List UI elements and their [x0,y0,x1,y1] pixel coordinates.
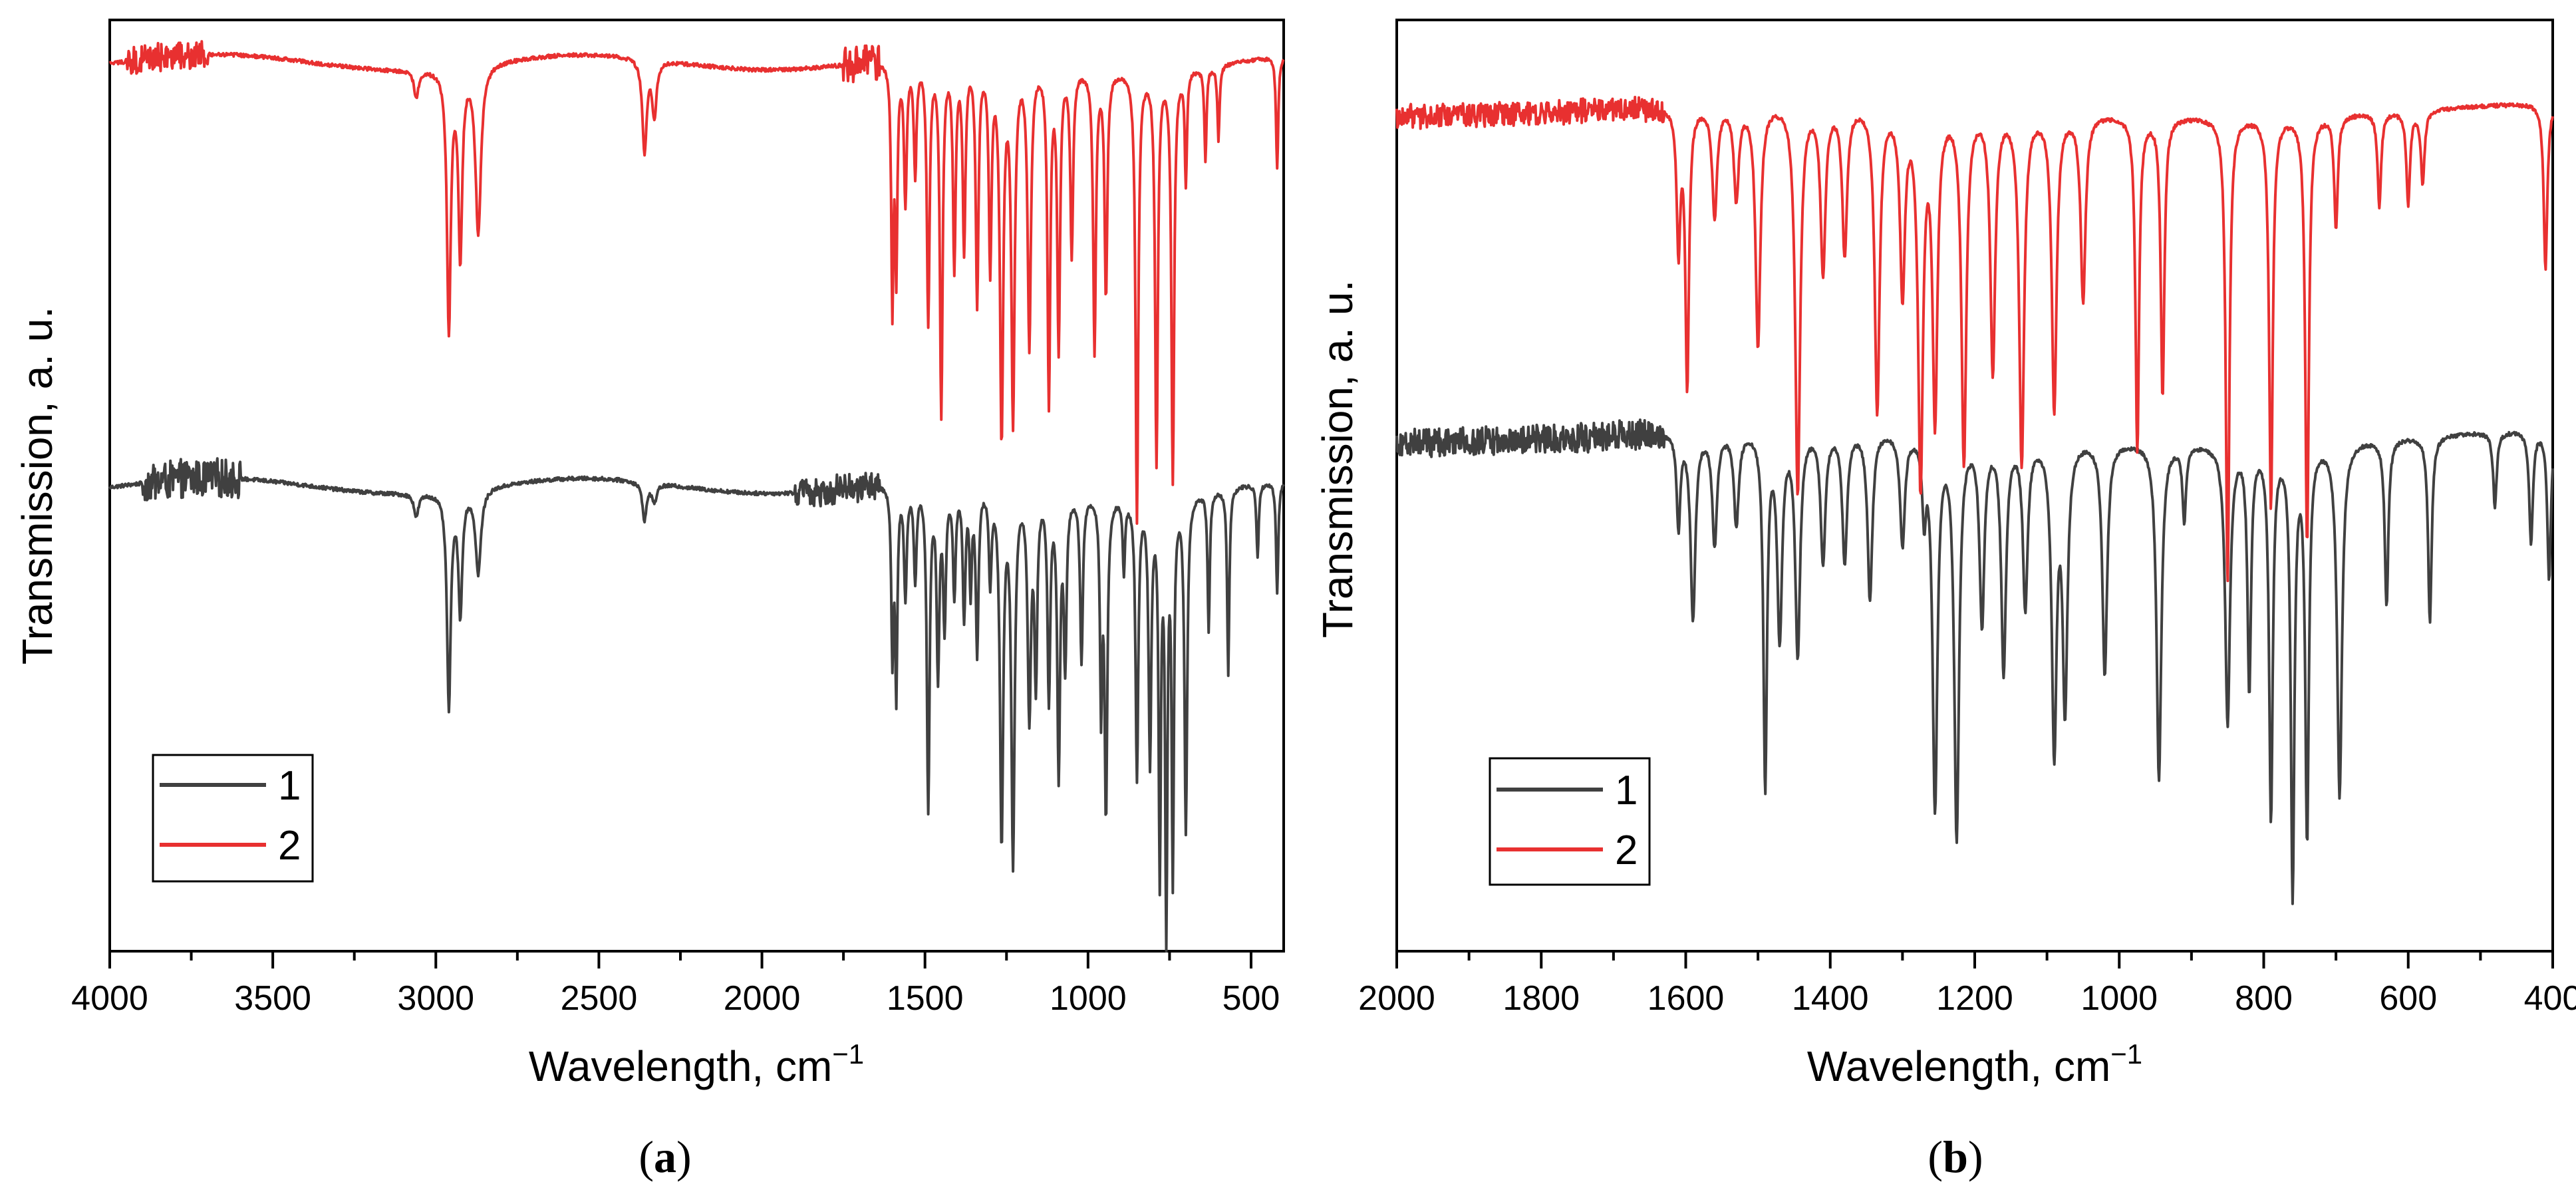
panel-b-x-axis: 2000 1800 1600 1400 1200 1000 800 600 400 [1358,951,2576,1018]
x-tick-label: 4000 [71,979,148,1018]
x-tick-label: 3500 [234,979,311,1018]
panel-a-series-group [108,40,1285,953]
x-tick-label: 2500 [561,979,638,1018]
panel-a-legend-label-1: 1 [278,763,301,809]
x-tick-label: 400 [2524,979,2576,1018]
panel-b-series-group [1395,96,2554,905]
panel-a-legend: 1 2 [152,754,314,883]
panel-b-x-axis-title: Wavelength, cm−1 [1807,1038,2142,1090]
panel-b-legend-label-2: 2 [1615,827,1638,873]
panel-b-caption: (b) [1928,1131,1983,1182]
panel-a-legend-label-2: 2 [278,823,301,869]
panel-a-y-axis-title: Transmission, a. u. [13,307,61,665]
series-line-2 [1395,96,2554,583]
x-tick-label: 800 [2235,979,2293,1018]
series-line-1 [1395,418,2554,905]
panel-a-caption: (a) [639,1131,691,1182]
x-tick-label: 500 [1222,979,1280,1018]
x-tick-label: 3000 [397,979,474,1018]
x-tick-label: 1600 [1647,979,1725,1018]
panel-b-y-axis-title: Transmission, a. u. [1314,280,1361,638]
series-line-2 [108,40,1285,525]
panel-a-x-axis-title: Wavelength, cm−1 [529,1038,864,1090]
panel-b-legend-label-1: 1 [1615,768,1638,814]
x-tick-label: 1500 [887,979,964,1018]
x-tick-label: 2000 [1358,979,1435,1018]
x-tick-label: 1200 [1936,979,2013,1018]
x-tick-label: 1000 [1050,979,1127,1018]
panel-a: 4000 3500 3000 2500 2000 1500 1000 500 Waveleng… [13,19,1285,1182]
series-line-1 [108,457,1285,953]
x-tick-label: 1000 [2080,979,2158,1018]
panel-b-legend: 1 2 [1489,757,1651,886]
panel-a-legend-box [152,754,314,883]
panel-b-legend-box [1489,757,1651,886]
x-tick-label: 1400 [1792,979,1869,1018]
x-tick-label: 2000 [724,979,801,1018]
x-tick-label: 600 [2379,979,2437,1018]
panel-b: 2000 1800 1600 1400 1200 1000 800 600 400 Wavele… [1314,19,2576,1182]
panel-a-x-axis: 4000 3500 3000 2500 2000 1500 1000 500 [71,951,1280,1018]
x-tick-label: 1800 [1503,979,1580,1018]
